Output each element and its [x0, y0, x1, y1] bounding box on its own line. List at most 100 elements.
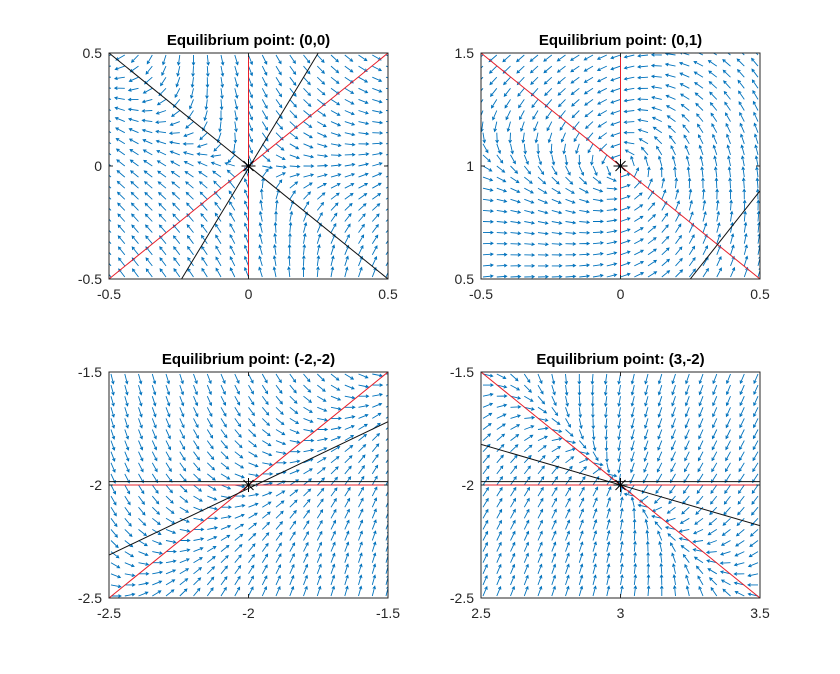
quiver-arrow: [671, 396, 676, 407]
quiver-arrow: [275, 500, 285, 508]
quiver-arrow: [193, 473, 202, 482]
quiver-arrow: [725, 429, 731, 440]
quiver-arrow: [330, 143, 342, 148]
quiver-arrow: [739, 396, 745, 407]
quiver-arrow: [482, 143, 489, 154]
quiver-arrow: [344, 110, 355, 116]
quiver-arrow: [206, 418, 213, 428]
quiver-arrow: [262, 451, 273, 457]
quiver-arrow: [634, 204, 644, 211]
quiver-arrow: [142, 87, 153, 94]
quiver-arrow: [344, 530, 350, 541]
quiver-arrow: [124, 373, 129, 385]
quiver-arrow: [521, 132, 526, 144]
quiver-arrow: [523, 530, 530, 541]
quiver-arrow: [109, 141, 112, 145]
quiver-arrow: [698, 429, 704, 440]
quiver-arrow: [647, 213, 657, 222]
quiver-arrow: [206, 440, 214, 450]
quiver-arrow: [578, 466, 587, 475]
quiver-arrow: [330, 487, 338, 497]
quiver-arrow: [358, 142, 370, 146]
quiver-arrow: [617, 440, 621, 452]
quiver-arrow: [617, 385, 621, 396]
quiver-arrow: [234, 407, 241, 417]
quiver-arrow: [275, 143, 285, 151]
quiver-arrow: [331, 416, 342, 421]
quiver-arrow: [565, 263, 577, 268]
quiver-arrow: [358, 152, 370, 156]
quiver-arrow: [358, 552, 363, 563]
quiver-arrow: [289, 459, 301, 464]
quiver-arrow: [523, 585, 529, 597]
quiver-arrow: [724, 484, 731, 494]
quiver-arrow: [667, 125, 676, 134]
quiver-arrow: [302, 254, 306, 266]
quiver-arrow: [565, 220, 577, 225]
quiver-arrow: [138, 495, 145, 505]
quiver-arrow: [551, 455, 560, 464]
quiver-arrow: [565, 541, 570, 552]
quiver-arrow: [578, 574, 584, 586]
quiver-arrow: [220, 418, 227, 428]
quiver-arrow: [168, 131, 180, 136]
quiver-arrow: [551, 497, 557, 508]
quiver-arrow: [344, 486, 351, 497]
quiver-arrow: [597, 132, 608, 140]
quiver-arrow: [109, 163, 112, 167]
quiver-arrow: [592, 585, 597, 597]
quiver-arrow: [165, 440, 172, 451]
quiver-arrow: [262, 491, 273, 497]
quiver-arrow: [606, 251, 618, 256]
quiver-arrow: [707, 529, 718, 536]
quiver-arrow: [610, 65, 621, 71]
quiver-arrow: [510, 220, 522, 225]
quiver-arrow: [682, 495, 690, 505]
quiver-arrow: [385, 564, 388, 574]
quiver-arrow: [303, 191, 312, 200]
quiver-arrow: [630, 407, 635, 418]
quiver-arrow: [735, 529, 745, 537]
quiver-arrow: [693, 71, 704, 78]
quiver-arrow: [666, 506, 676, 514]
quiver-arrow: [344, 425, 355, 430]
quiver-arrow: [651, 95, 662, 100]
quiver-arrow: [606, 273, 618, 278]
quiver-arrow: [537, 165, 545, 176]
quiver-arrow: [196, 143, 208, 148]
quiver-arrow: [151, 462, 158, 473]
quiver-arrow: [592, 241, 604, 245]
quiver-arrow: [109, 229, 112, 233]
quiver-arrow: [344, 508, 350, 519]
quiver-arrow: [742, 188, 746, 200]
quiver-arrow: [634, 249, 645, 256]
quiver-arrow: [482, 412, 493, 419]
quiver-arrow: [601, 154, 608, 165]
quiver-arrow: [565, 242, 577, 246]
quiver-arrow: [385, 175, 388, 178]
quiver-arrow: [544, 87, 553, 97]
equilibrium-marker: [613, 478, 628, 492]
quiver-arrow: [110, 529, 119, 538]
quiver-arrow: [516, 65, 525, 74]
panel-title: Equilibrium point: (0,0): [167, 32, 330, 49]
quiver-arrow: [234, 533, 244, 541]
quiver-arrow: [124, 396, 129, 407]
quiver-arrow: [258, 266, 263, 278]
quiver-arrow: [289, 509, 297, 519]
quiver-arrow: [694, 53, 704, 56]
quiver-arrow: [551, 530, 557, 541]
quiver-arrow: [751, 495, 759, 505]
quiver-arrow: [551, 253, 563, 257]
quiver-arrow: [672, 574, 677, 585]
quiver-arrow: [303, 541, 309, 552]
quiver-arrow: [161, 65, 167, 77]
x-tick-label: 3.5: [750, 605, 770, 621]
quiver-arrow: [110, 384, 115, 396]
quiver-arrow: [173, 268, 181, 278]
quiver-arrow: [579, 209, 590, 214]
quiver-arrow: [220, 484, 232, 490]
quiver-arrow: [752, 100, 759, 111]
quiver-arrow: [171, 110, 181, 118]
quiver-arrow: [496, 143, 502, 155]
